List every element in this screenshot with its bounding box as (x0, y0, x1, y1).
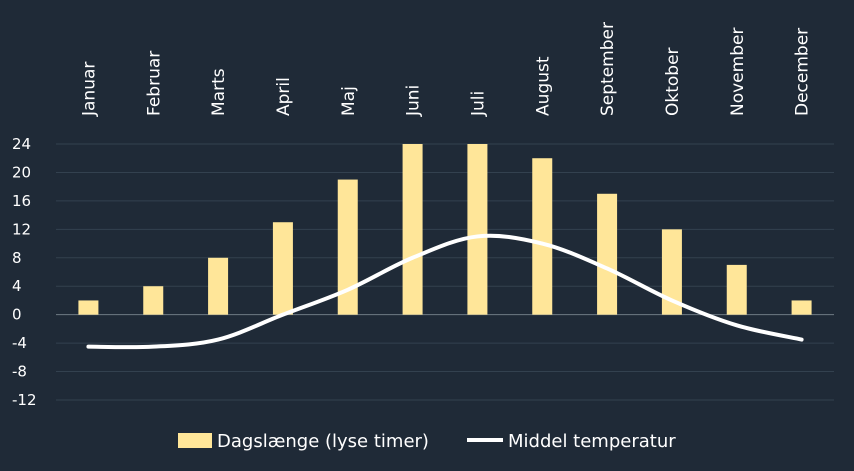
y-tick-label: 24 (12, 135, 31, 153)
legend: Dagslænge (lyse timer) Middel temperatur (178, 431, 676, 452)
legend-label-line: Middel temperatur (508, 431, 676, 452)
x-category-label: Maj (339, 86, 359, 116)
y-tick-label: -12 (12, 391, 37, 409)
y-tick-label: -4 (12, 334, 27, 352)
x-category-label: Juni (404, 85, 424, 117)
x-category-label: December (793, 28, 813, 116)
y-tick-label: 4 (12, 277, 22, 295)
legend-swatch-bar (178, 433, 212, 448)
bar-februar (143, 286, 164, 315)
line-middel-temperatur (86, 233, 804, 350)
bar-januar (78, 300, 99, 315)
bar-august (532, 158, 553, 315)
bar-september (597, 193, 618, 315)
y-tick-label: -8 (12, 363, 27, 381)
x-category-label: September (598, 22, 618, 116)
x-category-label: Oktober (663, 47, 683, 116)
x-category-label: Marts (209, 68, 229, 116)
y-tick-label: 0 (12, 306, 22, 324)
bar-december (791, 300, 812, 315)
x-category-label: Juli (468, 91, 488, 117)
x-category-label: August (533, 56, 553, 116)
category-labels: Januar Februar Marts April Maj Juni Juli August… (79, 22, 812, 117)
bar-marts (208, 257, 229, 315)
bar-series (78, 144, 812, 315)
legend-label-bar: Dagslænge (lyse timer) (217, 431, 429, 452)
y-tick-label: 20 (12, 163, 31, 181)
bar-april (272, 222, 293, 315)
y-tick-label: 16 (12, 192, 31, 210)
bar-juli (467, 144, 488, 315)
x-category-label: Februar (144, 51, 164, 116)
bar-november (726, 264, 747, 315)
line-series (86, 233, 804, 350)
bar-maj (337, 179, 358, 315)
x-category-label: Januar (79, 62, 99, 117)
y-axis-ticks: 24 20 16 12 8 4 0 -4 -8 -12 (12, 135, 37, 409)
bar-juni (402, 144, 423, 315)
y-tick-label: 12 (12, 220, 31, 238)
bar-oktober (661, 229, 682, 315)
x-category-label: April (274, 77, 294, 116)
y-tick-label: 8 (12, 249, 22, 267)
grid-lines (56, 143, 834, 401)
x-category-label: November (728, 28, 748, 116)
